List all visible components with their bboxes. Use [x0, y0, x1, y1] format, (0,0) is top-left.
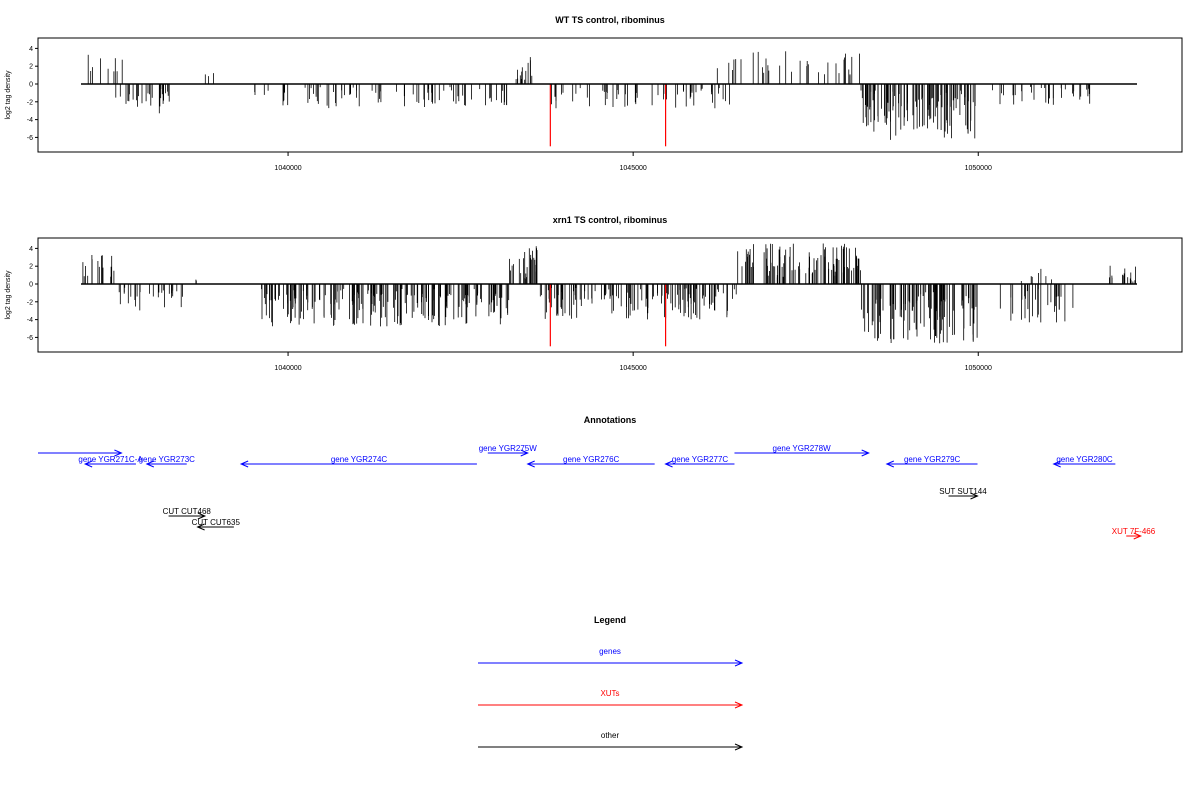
annotation-item: gene YGR278W	[734, 444, 870, 457]
annotation-label: gene YGR280C	[1056, 455, 1113, 464]
xtick-label: 1040000	[274, 165, 301, 172]
annotation-item: CUT CUT468	[163, 507, 212, 520]
legend-label: other	[601, 731, 620, 740]
annotation-label: gene YGR273C	[139, 455, 196, 464]
panel-xrn1-ylabel: log2 tag density	[5, 270, 12, 320]
arrowhead	[520, 449, 529, 457]
panel-wt-title: WT TS control, ribominus	[555, 15, 665, 25]
legend-entry: XUTs	[478, 689, 744, 709]
panel-wt-bars	[87, 51, 1091, 140]
legend-entry: genes	[478, 647, 744, 667]
xtick-label: 1045000	[620, 165, 647, 172]
annotations-title: Annotations	[584, 415, 637, 425]
arrowhead	[734, 743, 744, 751]
legend-title: Legend	[594, 615, 626, 625]
panel-wt-highlights	[549, 84, 667, 147]
annotation-label: gene YGR276C	[563, 455, 620, 464]
panel-xrn1-highlights	[549, 284, 667, 347]
panel-wt-ylabel: log2 tag density	[5, 70, 12, 120]
annotation-label: gene YGR271C-A	[78, 455, 143, 464]
annotation-label: CUT CUT468	[163, 507, 212, 516]
arrowhead	[114, 449, 123, 457]
ytick-label: -6	[27, 335, 33, 342]
ytick-label: 4	[29, 246, 33, 253]
arrowhead	[145, 460, 155, 468]
legend: genes XUTs other	[478, 647, 744, 751]
annotation-label: XUT 7F-466	[1112, 527, 1156, 536]
arrowhead	[83, 460, 93, 468]
annotation-label: gene YGR278W	[773, 444, 832, 453]
panel-wt: WT TS control, ribominus log2 tag densit…	[5, 15, 1183, 172]
arrowhead	[885, 460, 895, 468]
panel-wt-frame	[37, 37, 1183, 153]
annotation-label: gene YGR279C	[904, 455, 961, 464]
ytick-label: -6	[27, 135, 33, 142]
annotation-item: gene YGR277C	[664, 455, 735, 468]
arrowhead	[734, 701, 744, 709]
annotation-item: gene YGR275W	[479, 444, 538, 457]
ytick-label: -2	[27, 299, 33, 306]
annotation-item: SUT SUT144	[939, 487, 987, 500]
arrowhead	[664, 460, 673, 468]
ytick-label: -4	[27, 317, 33, 324]
panel-wt-xaxis: 1040000 1045000 1050000	[274, 152, 992, 172]
annotation-label: CUT CUT635	[192, 518, 241, 527]
ytick-label: 4	[29, 46, 33, 53]
legend-label: genes	[599, 647, 621, 656]
panel-xrn1-yaxis: 4 2 0 -2 -4 -6	[27, 246, 38, 342]
annotation-label: gene YGR274C	[331, 455, 388, 464]
annotation-label: gene YGR275W	[479, 444, 538, 453]
panel-xrn1-title: xrn1 TS control, ribominus	[553, 215, 668, 225]
annotation-item: gene YGR280C	[1052, 455, 1116, 468]
panel-xrn1-bars	[82, 243, 1136, 344]
arrowhead	[861, 449, 870, 457]
arrowhead	[197, 512, 207, 520]
legend-entry: other	[478, 731, 744, 751]
panel-wt-yaxis: 4 2 0 -2 -4 -6	[27, 46, 38, 142]
annotation-item: CUT CUT635	[192, 518, 241, 531]
ytick-label: 0	[29, 282, 33, 289]
ytick-label: -2	[27, 99, 33, 106]
arrowhead	[734, 659, 744, 667]
annotation-item: gene YGR271C-A	[78, 455, 143, 468]
annotation-item	[38, 449, 123, 457]
ytick-label: 0	[29, 82, 33, 89]
xtick-label: 1050000	[965, 165, 992, 172]
legend-label: XUTs	[600, 689, 619, 698]
xtick-label: 1050000	[965, 365, 992, 372]
annotation-item: gene YGR273C	[139, 455, 196, 468]
ytick-label: -4	[27, 117, 33, 124]
arrowhead	[1052, 460, 1061, 468]
ytick-label: 2	[29, 264, 33, 271]
xtick-label: 1045000	[620, 365, 647, 372]
panel-xrn1: xrn1 TS control, ribominus log2 tag dens…	[5, 215, 1183, 372]
annotation-item: XUT 7F-466	[1112, 527, 1156, 540]
annotation-item: gene YGR279C	[885, 455, 978, 468]
annotation-item: gene YGR276C	[526, 455, 655, 468]
annotation-label: gene YGR277C	[672, 455, 729, 464]
ytick-label: 2	[29, 64, 33, 71]
arrowhead	[1133, 532, 1143, 540]
annotation-label: SUT SUT144	[939, 487, 987, 496]
xtick-label: 1040000	[274, 365, 301, 372]
arrowhead	[526, 460, 535, 468]
arrowhead	[196, 523, 205, 531]
panel-xrn1-frame	[37, 237, 1183, 353]
arrowhead	[239, 460, 249, 468]
annotation-item: gene YGR274C	[239, 455, 477, 468]
arrowhead	[970, 492, 979, 500]
panel-xrn1-xaxis: 1040000 1045000 1050000	[274, 352, 992, 372]
